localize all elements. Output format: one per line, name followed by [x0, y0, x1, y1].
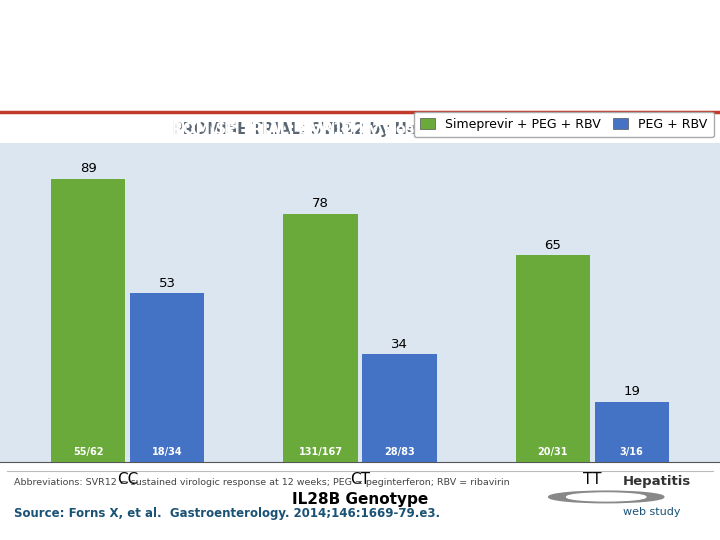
Text: Hepatitis: Hepatitis: [623, 475, 691, 488]
Text: PROMISE TRIAL: SVR12 by Host IL28B Genotype: PROMISE TRIAL: SVR12 by Host IL28B Genot…: [161, 122, 559, 137]
Text: Source: Forns X, et al.  Gastroenterology. 2014;146:1669-79.e3.: Source: Forns X, et al. Gastroenterology…: [14, 507, 441, 520]
Text: web study: web study: [623, 507, 680, 517]
Text: PROMISE Trial: Results: PROMISE Trial: Results: [245, 76, 475, 94]
Text: 3/16: 3/16: [620, 448, 644, 457]
Bar: [595, 402, 669, 462]
Text: 131/167: 131/167: [299, 448, 343, 457]
Text: Abbreviations: SVR12 = sustained virologic response at 12 weeks; PEG = peginterf: Abbreviations: SVR12 = sustained virolog…: [14, 478, 510, 487]
Text: PROMISE TRIAL: SVR12 by Host IL28B Genotype: PROMISE TRIAL: SVR12 by Host IL28B Genot…: [161, 122, 559, 137]
Circle shape: [567, 493, 646, 501]
Bar: [51, 179, 125, 462]
Text: 65: 65: [544, 239, 561, 252]
Text: 28/83: 28/83: [384, 448, 415, 457]
Bar: [130, 293, 204, 462]
Text: 34: 34: [391, 338, 408, 350]
Text: 19: 19: [624, 386, 640, 399]
Bar: [284, 214, 358, 462]
Bar: [516, 255, 590, 462]
Text: 89: 89: [80, 163, 96, 176]
Text: 78: 78: [312, 198, 329, 211]
Legend: Simeprevir + PEG + RBV, PEG + RBV: Simeprevir + PEG + RBV, PEG + RBV: [414, 111, 714, 137]
Text: 18/34: 18/34: [152, 448, 183, 457]
X-axis label: IL28B Genotype: IL28B Genotype: [292, 492, 428, 508]
Circle shape: [549, 491, 664, 503]
Text: PROMISE TRIAL: SVR12 by Host       Genotype: PROMISE TRIAL: SVR12 by Host Genotype: [172, 122, 548, 137]
Text: Simeprevir and Peginterferon plus Ribavirin for Chronic HCV: Simeprevir and Peginterferon plus Ribavi…: [53, 35, 667, 53]
Text: 53: 53: [158, 277, 176, 290]
Text: 55/62: 55/62: [73, 448, 104, 457]
Text: 20/31: 20/31: [538, 448, 568, 457]
Bar: [362, 354, 436, 462]
